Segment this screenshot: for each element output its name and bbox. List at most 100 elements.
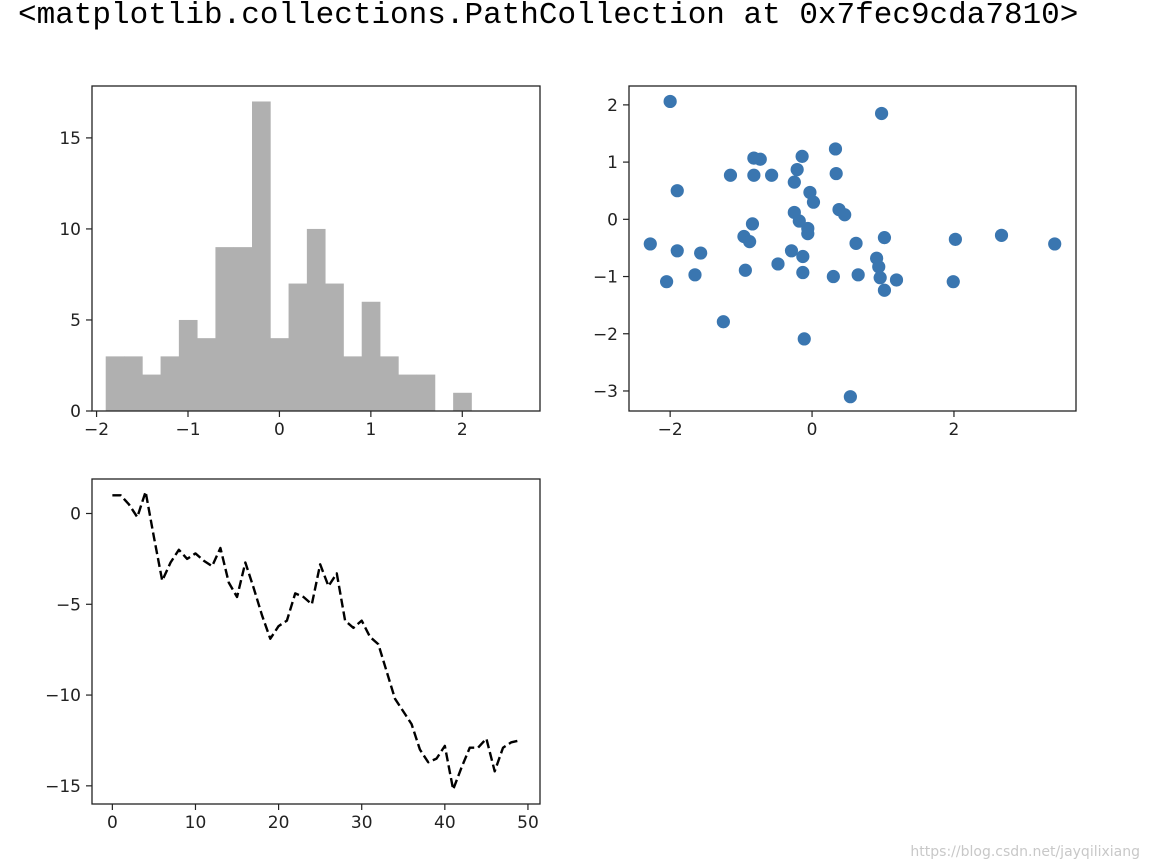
- axes-frame: [91, 478, 541, 805]
- histogram-bar: [380, 356, 399, 411]
- scatter-point: [826, 269, 840, 284]
- histogram-bar: [343, 356, 363, 411]
- histogram-bar: [325, 283, 344, 411]
- scatter-point: [787, 175, 801, 189]
- scatter-point: [796, 249, 810, 264]
- histogram-bar: [215, 247, 235, 411]
- scatter-point: [843, 390, 857, 404]
- scatter-point: [801, 227, 815, 241]
- series-line: [112, 490, 520, 791]
- y-tick-label: −2: [593, 325, 618, 345]
- scatter-point: [889, 273, 904, 287]
- scatter-point: [688, 268, 702, 282]
- scatter-point: [877, 283, 892, 297]
- scatter-point: [873, 271, 887, 285]
- y-tick-label: −15: [45, 777, 81, 797]
- scatter-point: [948, 232, 962, 246]
- scatter-point: [874, 106, 889, 121]
- scatter-point: [797, 332, 811, 346]
- x-tick-label: 0: [807, 420, 818, 440]
- scatter-point: [670, 244, 684, 258]
- scatter-point: [946, 275, 960, 289]
- histogram-bar: [416, 374, 436, 411]
- axes-frame: [628, 85, 1077, 412]
- scatter-point: [806, 195, 821, 209]
- scatter-point: [753, 152, 767, 166]
- scatter-point: [851, 268, 865, 282]
- axes-frame: [91, 85, 541, 412]
- histogram-bar: [306, 228, 326, 411]
- scatter-point: [765, 168, 779, 182]
- x-tick-label: 1: [365, 420, 376, 440]
- y-tick-label: −5: [56, 595, 81, 615]
- x-tick-label: −2: [84, 420, 109, 440]
- scatter-point: [663, 94, 677, 109]
- scatter-point: [745, 217, 760, 231]
- scatter-point: [660, 275, 674, 289]
- histogram-bar: [105, 356, 125, 411]
- y-tick-label: 2: [607, 96, 618, 116]
- x-tick-label: 10: [185, 813, 207, 833]
- y-tick-label: 15: [59, 129, 81, 149]
- histogram-bar: [233, 247, 253, 411]
- x-tick-label: 20: [268, 813, 290, 833]
- y-tick-label: 10: [59, 220, 81, 240]
- x-tick-label: 40: [434, 813, 456, 833]
- histogram-bar: [270, 338, 289, 411]
- scatter-axes: −2 0 2 −3 −2 −1 0 1 2: [593, 85, 1077, 440]
- histogram-bar: [453, 392, 472, 411]
- x-tick-label: −2: [658, 420, 683, 440]
- scatter-point: [723, 168, 738, 182]
- histogram-bar: [142, 374, 161, 411]
- histogram-bar: [160, 356, 180, 411]
- x-tick-label: 2: [457, 420, 468, 440]
- histogram-bar: [178, 319, 198, 411]
- scatter-point: [1048, 237, 1062, 251]
- line-axes: 0 10 20 30 40 50 −15 −10 −5 0: [45, 478, 541, 833]
- y-tick-label: −10: [45, 686, 81, 706]
- scatter-point: [795, 149, 809, 163]
- y-tick-label: 1: [607, 153, 618, 173]
- y-tick-label: 0: [607, 210, 618, 230]
- scatter-point: [828, 142, 843, 156]
- scatter-point: [877, 231, 892, 245]
- histogram-bar: [361, 301, 381, 411]
- scatter-point: [643, 237, 657, 251]
- histogram-bar: [288, 283, 308, 411]
- scatter-point: [994, 228, 1009, 242]
- histogram-bar: [398, 374, 417, 411]
- x-tick-label: 0: [274, 420, 285, 440]
- scatter-point: [838, 208, 852, 222]
- histogram-bar: [252, 101, 271, 411]
- scatter-point: [790, 162, 804, 177]
- scatter-point: [829, 166, 843, 181]
- histogram-bar: [197, 338, 216, 411]
- scatter-point: [738, 263, 752, 277]
- cell-output-text: <matplotlib.collections.PathCollection a…: [18, 0, 1079, 33]
- x-tick-label: 2: [949, 420, 960, 440]
- y-tick-label: 0: [70, 402, 81, 422]
- y-tick-label: −1: [593, 268, 618, 288]
- scatter-point: [670, 184, 684, 198]
- scatter-point: [743, 235, 757, 249]
- histogram-bar: [124, 356, 143, 411]
- scatter-point: [796, 265, 810, 280]
- scatter-point: [771, 257, 785, 271]
- y-tick-label: −3: [593, 382, 618, 402]
- watermark: https://blog.csdn.net/jayqilixiang: [910, 844, 1140, 860]
- scatter-point: [784, 244, 799, 258]
- x-tick-label: 0: [107, 813, 118, 833]
- scatter-point: [849, 236, 863, 250]
- scatter-point: [872, 260, 886, 274]
- y-tick-label: 0: [70, 504, 81, 524]
- scatter-point: [716, 315, 730, 329]
- x-tick-label: −1: [175, 420, 200, 440]
- x-tick-label: 30: [351, 813, 373, 833]
- x-tick-label: 50: [517, 813, 539, 833]
- histogram-axes: −2 −1 0 1 2 0 5 10 15: [59, 85, 541, 440]
- scatter-point: [792, 214, 806, 228]
- y-tick-label: 5: [70, 311, 81, 331]
- scatter-point: [694, 246, 708, 260]
- scatter-point: [747, 168, 761, 182]
